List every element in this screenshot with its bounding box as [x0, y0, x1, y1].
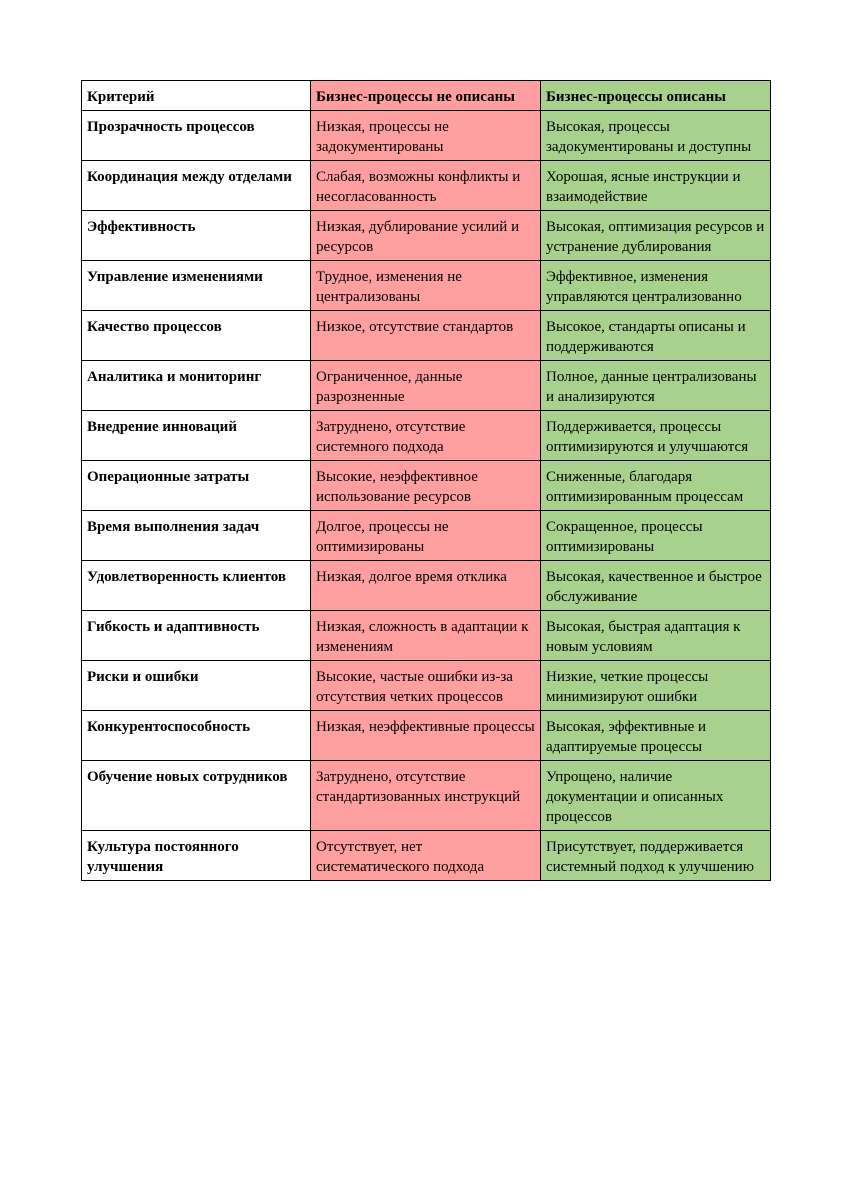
table-row: Координация между отделами Слабая, возмож…: [81, 160, 771, 211]
criterion-cell: Координация между отделами: [81, 160, 311, 211]
table-row: Управление изменениями Трудное, изменения…: [81, 260, 771, 311]
not-described-cell: Низкая, неэффективные процессы: [310, 710, 541, 761]
criterion-cell: Управление изменениями: [81, 260, 311, 311]
table-row: Эффективность Низкая, дублирование усилий…: [81, 210, 771, 261]
described-cell: Высокая, процессы задокументированы и до…: [540, 110, 771, 161]
described-cell: Сниженные, благодаря оптимизированным пр…: [540, 460, 771, 511]
described-cell: Сокращенное, процессы оптимизированы: [540, 510, 771, 561]
criterion-cell: Прозрачность процессов: [81, 110, 311, 161]
described-cell: Высокая, оптимизация ресурсов и устранен…: [540, 210, 771, 261]
criterion-cell: Гибкость и адаптивность: [81, 610, 311, 661]
table-row: Культура постоянного улучшения Отсутствуе…: [81, 830, 771, 881]
table-body: Прозрачность процессов Низкая, процессы н…: [81, 110, 771, 881]
table-row: Гибкость и адаптивность Низкая, сложность…: [81, 610, 771, 661]
not-described-cell: Низкая, сложность в адаптации к изменени…: [310, 610, 541, 661]
criterion-cell: Эффективность: [81, 210, 311, 261]
criterion-cell: Операционные затраты: [81, 460, 311, 511]
criterion-cell: Конкурентоспособность: [81, 710, 311, 761]
criterion-cell: Время выполнения задач: [81, 510, 311, 561]
table-row: Внедрение инноваций Затруднено, отсутстви…: [81, 410, 771, 461]
described-cell: Хорошая, ясные инструкции и взаимодейств…: [540, 160, 771, 211]
described-cell: Упрощено, наличие документации и описанн…: [540, 760, 771, 831]
table-row: Прозрачность процессов Низкая, процессы н…: [81, 110, 771, 161]
described-cell: Высокое, стандарты описаны и поддерживаю…: [540, 310, 771, 361]
criterion-cell: Аналитика и мониторинг: [81, 360, 311, 411]
table-row: Конкурентоспособность Низкая, неэффективн…: [81, 710, 771, 761]
not-described-cell: Трудное, изменения не централизованы: [310, 260, 541, 311]
header-criterion: Критерий: [81, 80, 311, 111]
criterion-cell: Удовлетворенность клиентов: [81, 560, 311, 611]
table-header-row: Критерий Бизнес-процессы не описаны Бизн…: [81, 80, 771, 111]
described-cell: Поддерживается, процессы оптимизируются …: [540, 410, 771, 461]
not-described-cell: Слабая, возможны конфликты и несогласова…: [310, 160, 541, 211]
criterion-cell: Культура постоянного улучшения: [81, 830, 311, 881]
not-described-cell: Высокие, неэффективное использование рес…: [310, 460, 541, 511]
criterion-cell: Качество процессов: [81, 310, 311, 361]
criterion-cell: Внедрение инноваций: [81, 410, 311, 461]
not-described-cell: Высокие, частые ошибки из-за отсутствия …: [310, 660, 541, 711]
header-not-described: Бизнес-процессы не описаны: [310, 80, 541, 111]
not-described-cell: Низкая, долгое время отклика: [310, 560, 541, 611]
not-described-cell: Затруднено, отсутствие стандартизованных…: [310, 760, 541, 831]
not-described-cell: Низкая, процессы не задокументированы: [310, 110, 541, 161]
criterion-cell: Обучение новых сотрудников: [81, 760, 311, 831]
criterion-cell: Риски и ошибки: [81, 660, 311, 711]
header-described: Бизнес-процессы описаны: [540, 80, 771, 111]
table-row: Аналитика и мониторинг Ограниченное, данн…: [81, 360, 771, 411]
not-described-cell: Долгое, процессы не оптимизированы: [310, 510, 541, 561]
not-described-cell: Отсутствует, нет систематического подход…: [310, 830, 541, 881]
not-described-cell: Затруднено, отсутствие системного подход…: [310, 410, 541, 461]
table-row: Время выполнения задач Долгое, процессы н…: [81, 510, 771, 561]
described-cell: Высокая, эффективные и адаптируемые проц…: [540, 710, 771, 761]
described-cell: Эффективное, изменения управляются центр…: [540, 260, 771, 311]
described-cell: Высокая, быстрая адаптация к новым услов…: [540, 610, 771, 661]
not-described-cell: Низкое, отсутствие стандартов: [310, 310, 541, 361]
described-cell: Высокая, качественное и быстрое обслужив…: [540, 560, 771, 611]
described-cell: Низкие, четкие процессы минимизируют оши…: [540, 660, 771, 711]
table-row: Обучение новых сотрудников Затруднено, от…: [81, 760, 771, 831]
comparison-table: Критерий Бизнес-процессы не описаны Бизн…: [81, 80, 771, 881]
table-row: Качество процессов Низкое, отсутствие ста…: [81, 310, 771, 361]
table-row: Риски и ошибки Высокие, частые ошибки из-…: [81, 660, 771, 711]
not-described-cell: Низкая, дублирование усилий и ресурсов: [310, 210, 541, 261]
not-described-cell: Ограниченное, данные разрозненные: [310, 360, 541, 411]
described-cell: Полное, данные централизованы и анализир…: [540, 360, 771, 411]
table-row: Операционные затраты Высокие, неэффективн…: [81, 460, 771, 511]
described-cell: Присутствует, поддерживается системный п…: [540, 830, 771, 881]
table-row: Удовлетворенность клиентов Низкая, долгое…: [81, 560, 771, 611]
